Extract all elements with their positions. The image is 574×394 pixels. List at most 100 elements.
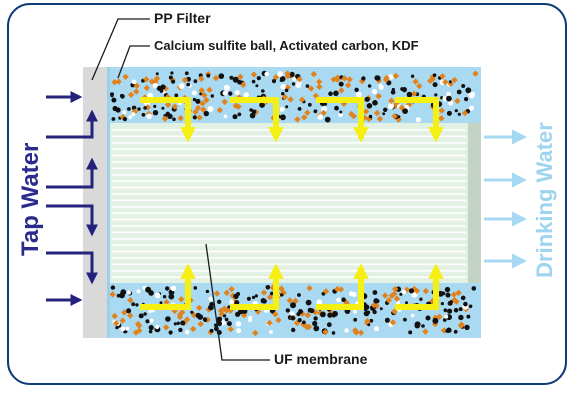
carbon-granule bbox=[148, 290, 154, 296]
carbon-granule bbox=[453, 329, 458, 334]
carbon-granule bbox=[246, 296, 251, 301]
carbon-granule bbox=[261, 89, 265, 93]
carbon-granule bbox=[382, 112, 386, 116]
kdf-granule bbox=[183, 316, 191, 323]
carbon-granule bbox=[216, 316, 223, 322]
carbon-granule bbox=[111, 97, 117, 103]
calcium-sulfite-ball bbox=[146, 113, 152, 120]
carbon-granule bbox=[402, 108, 408, 114]
carbon-granule bbox=[238, 308, 244, 315]
carbon-granule bbox=[161, 106, 165, 110]
carbon-granule bbox=[354, 87, 359, 93]
kdf-granule bbox=[296, 76, 303, 83]
drinking-water-label: Drinking Water bbox=[532, 122, 557, 278]
kdf-granule bbox=[177, 115, 184, 122]
calcium-sulfite-ball bbox=[289, 311, 295, 316]
carbon-granule bbox=[312, 320, 318, 327]
carbon-granule bbox=[432, 82, 438, 88]
kdf-granule bbox=[221, 98, 228, 106]
carbon-granule bbox=[208, 304, 214, 311]
carbon-granule bbox=[453, 308, 459, 313]
pp-filter-label: PP Filter bbox=[154, 10, 211, 26]
carbon-granule bbox=[192, 97, 197, 102]
calcium-sulfite-ball bbox=[122, 110, 127, 115]
kdf-granule bbox=[111, 312, 118, 320]
kdf-granule bbox=[454, 97, 461, 105]
calcium-sulfite-ball bbox=[269, 330, 273, 334]
carbon-granule bbox=[406, 91, 413, 98]
kdf-granule bbox=[197, 320, 204, 328]
carbon-granule bbox=[368, 114, 373, 119]
carbon-granule bbox=[234, 300, 240, 306]
carbon-granule bbox=[209, 328, 214, 333]
carbon-granule bbox=[446, 95, 452, 102]
flow-arrow-bottom-2 bbox=[230, 263, 284, 310]
outlet-arrows bbox=[484, 129, 527, 269]
kdf-granule bbox=[352, 327, 359, 334]
carbon-granule bbox=[180, 320, 186, 326]
kdf-granule bbox=[294, 116, 301, 123]
carbon-granule bbox=[297, 318, 302, 323]
carbon-granule bbox=[399, 292, 403, 296]
carbon-granule bbox=[137, 107, 141, 111]
kdf-granule bbox=[235, 103, 242, 110]
kdf-granule bbox=[190, 325, 197, 333]
kdf-granule bbox=[298, 96, 306, 103]
carbon-granule bbox=[223, 314, 227, 318]
carbon-granule bbox=[168, 75, 173, 80]
kdf-granule bbox=[115, 78, 122, 85]
kdf-granule bbox=[422, 287, 430, 295]
carbon-granule bbox=[447, 300, 453, 306]
carbon-granule bbox=[115, 107, 121, 113]
carbon-granule bbox=[298, 309, 303, 314]
kdf-granule bbox=[201, 92, 208, 99]
kdf-granule bbox=[375, 92, 382, 100]
flow-arrow-top-3 bbox=[316, 97, 369, 143]
carbon-granule bbox=[148, 325, 154, 331]
carbon-granule bbox=[434, 93, 438, 97]
carbon-granule bbox=[213, 323, 218, 327]
carbon-granule bbox=[206, 73, 211, 78]
kdf-granule bbox=[304, 312, 311, 319]
carbon-granule bbox=[443, 308, 448, 313]
calcium-sulfite-ball bbox=[349, 291, 354, 297]
kdf-granule bbox=[136, 327, 143, 334]
kdf-granule bbox=[127, 312, 134, 319]
carbon-granule bbox=[218, 73, 225, 79]
carbon-granule bbox=[446, 110, 452, 116]
carbon-granule bbox=[232, 114, 238, 120]
carbon-granule bbox=[193, 286, 198, 290]
calcium-sulfite-ball bbox=[154, 292, 161, 299]
carbon-granule bbox=[440, 302, 444, 306]
carbon-granule bbox=[369, 318, 374, 323]
carbon-granule bbox=[110, 92, 114, 97]
carbon-granule bbox=[383, 107, 388, 113]
carbon-granule bbox=[464, 97, 469, 102]
carbon-granule bbox=[135, 303, 139, 307]
kdf-granule bbox=[227, 326, 234, 333]
carbon-granule bbox=[425, 315, 431, 321]
carbon-granule bbox=[305, 84, 310, 88]
carbon-granule bbox=[237, 112, 242, 117]
carbon-granule bbox=[184, 71, 189, 76]
carbon-granule bbox=[463, 301, 468, 307]
carbon-granule bbox=[115, 326, 119, 330]
carbon-granule bbox=[251, 79, 256, 84]
carbon-granule bbox=[332, 310, 338, 317]
calcium-sulfite-ball bbox=[191, 90, 197, 96]
carbon-granule bbox=[145, 319, 150, 324]
calcium-sulfite-ball bbox=[178, 83, 185, 89]
carbon-granule bbox=[162, 295, 167, 299]
kdf-granule bbox=[334, 285, 341, 293]
carbon-granule bbox=[217, 299, 222, 304]
kdf-granule bbox=[315, 78, 323, 85]
kdf-granule bbox=[198, 87, 205, 94]
calcium-sulfite-ball bbox=[321, 106, 327, 113]
kdf-granule bbox=[192, 108, 199, 116]
carbon-granule bbox=[148, 329, 153, 334]
calcium-sulfite-ball bbox=[396, 301, 401, 305]
calcium-sulfite-ball bbox=[248, 318, 253, 322]
calcium-sulfite-ball bbox=[410, 313, 415, 318]
kdf-granule bbox=[163, 298, 170, 306]
calcium-sulfite-ball bbox=[131, 79, 137, 85]
